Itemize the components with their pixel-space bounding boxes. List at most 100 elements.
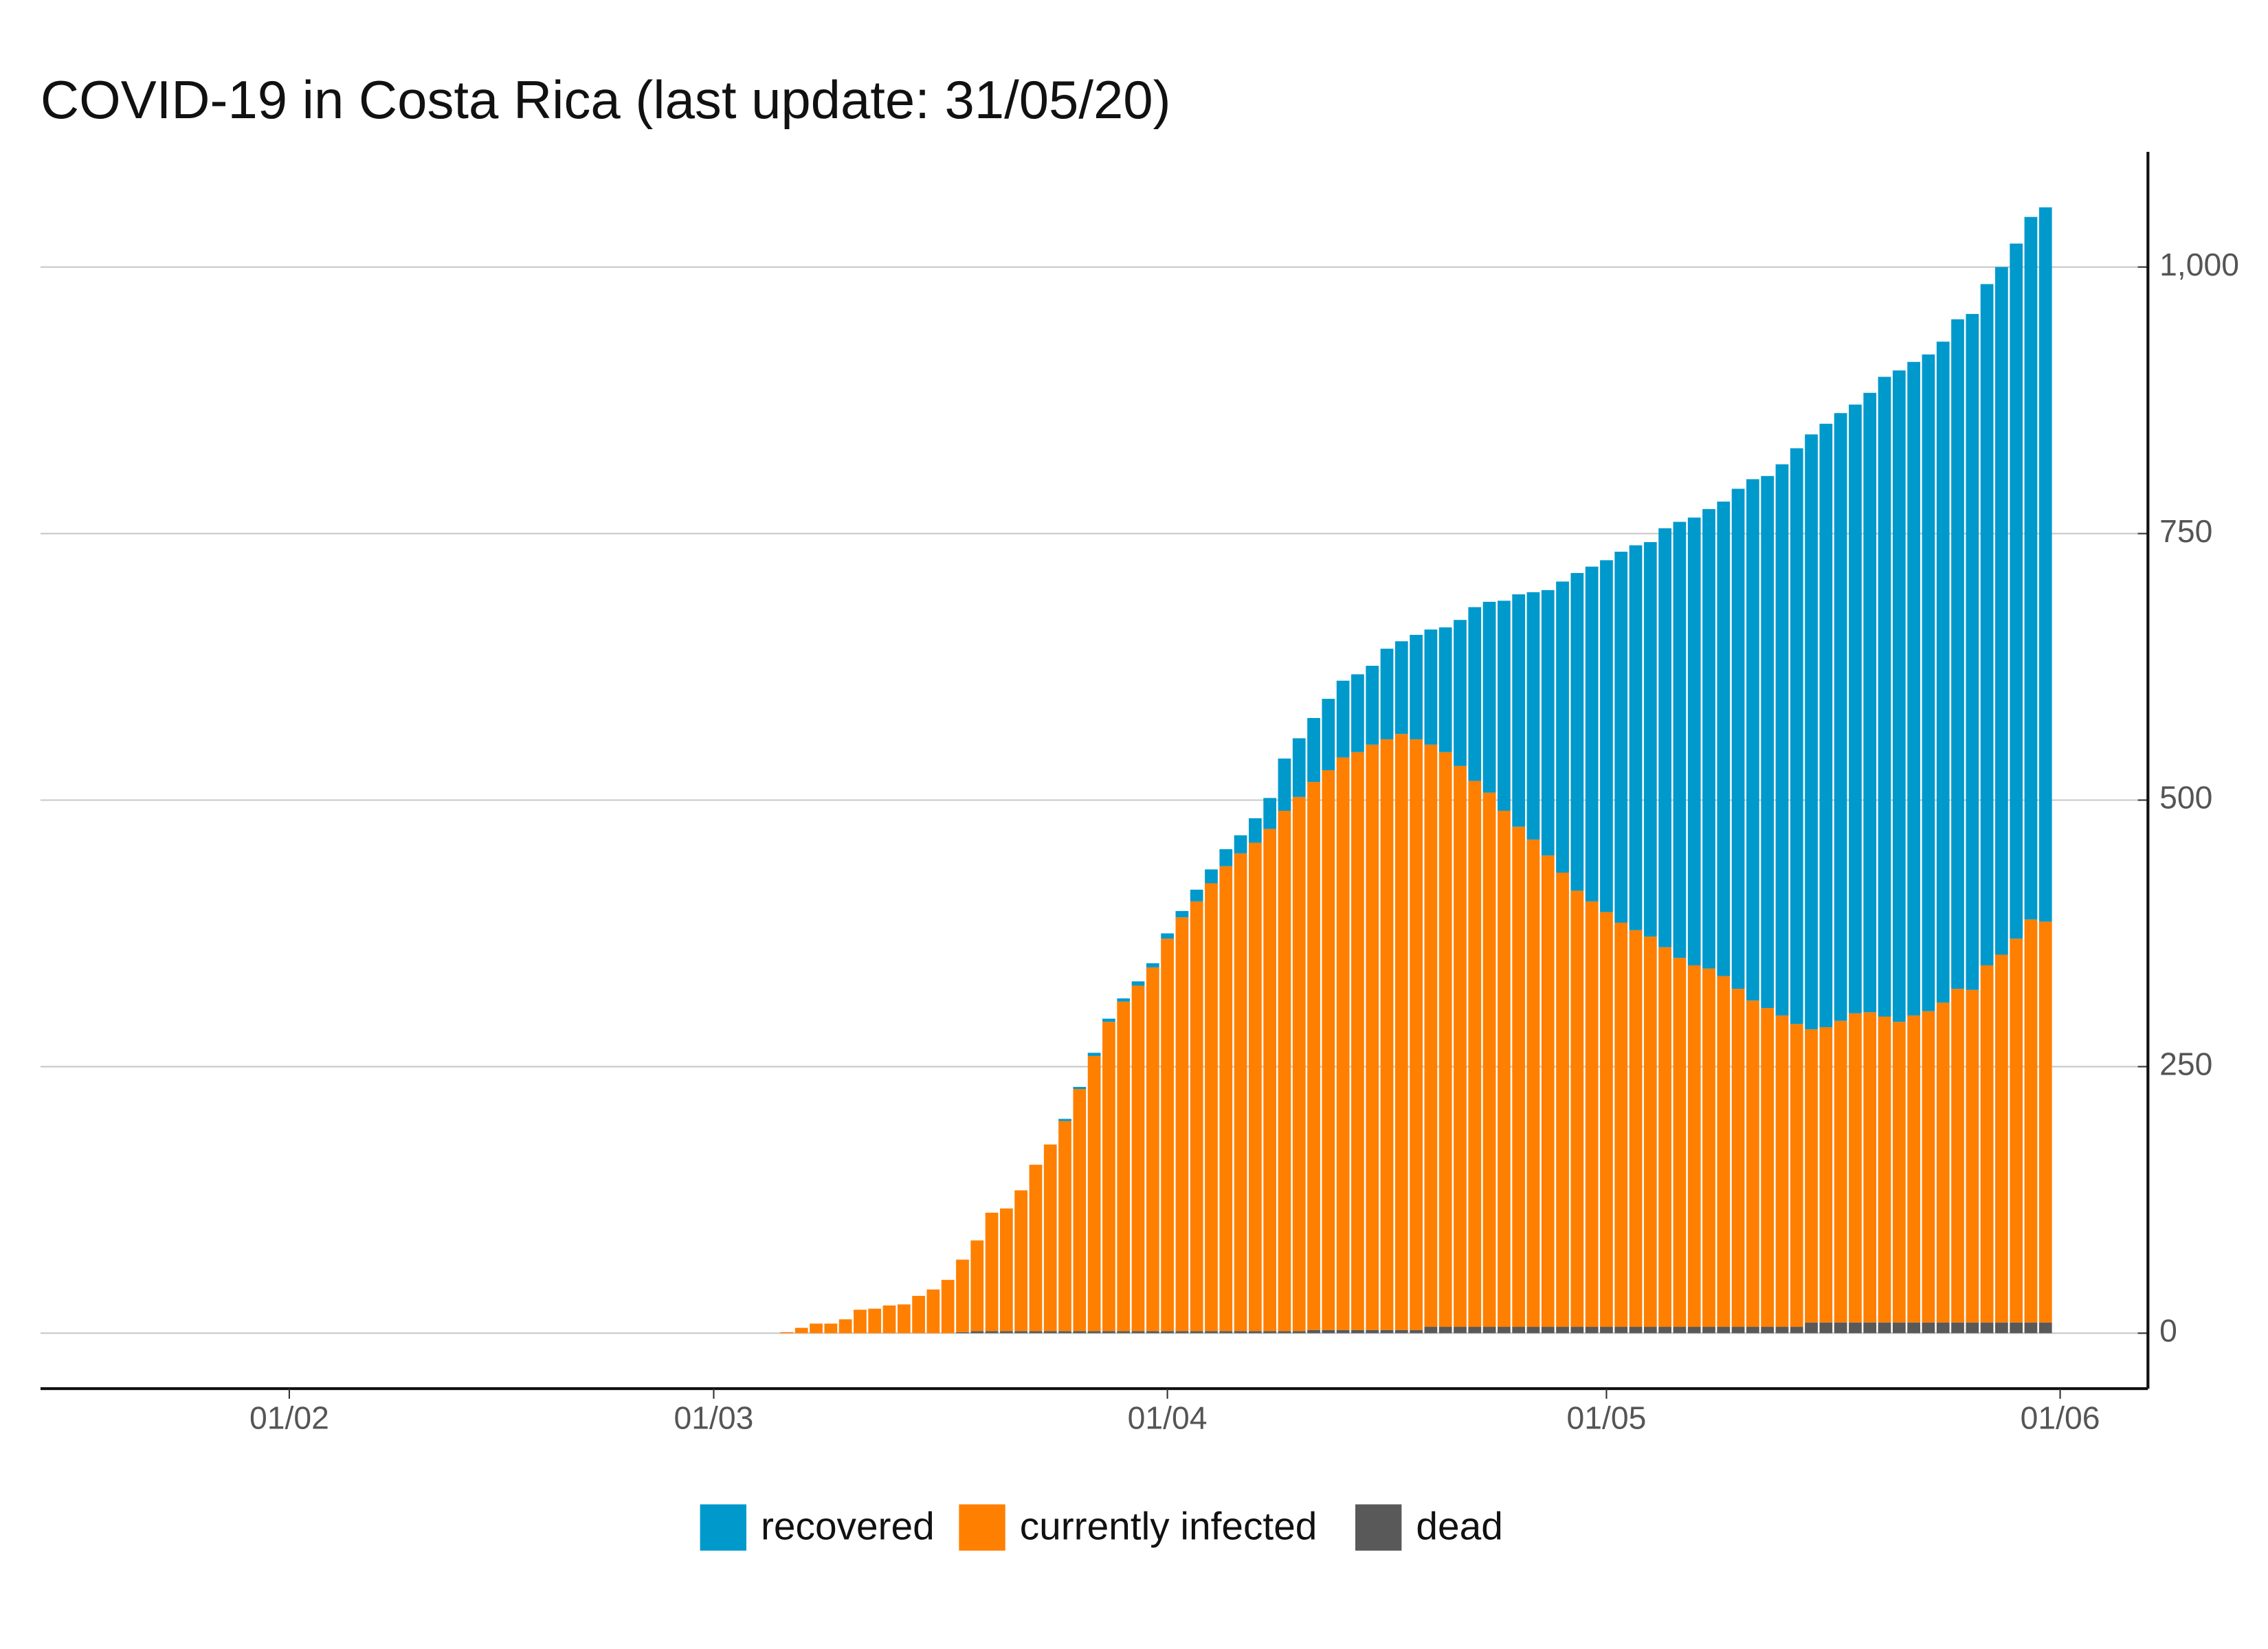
bar-segment: [1234, 853, 1247, 1332]
bar-segment: [1892, 370, 1906, 1022]
bar-segment: [1805, 1322, 1818, 1334]
bar-segment: [1936, 1322, 1950, 1334]
bar-segment: [1029, 1165, 1043, 1332]
bar-segment: [1570, 1327, 1584, 1334]
bar-segment: [1497, 1327, 1511, 1334]
bar-segment: [1746, 1000, 1759, 1327]
bar-segment: [1117, 1331, 1131, 1334]
bar-segment: [1394, 1330, 1408, 1334]
bar-segment: [1731, 989, 1745, 1327]
bar-segment: [1643, 936, 1657, 1327]
bar-segment: [1673, 1327, 1687, 1334]
bar-segment: [780, 1332, 794, 1334]
bar-segment: [1878, 1016, 1891, 1323]
bar-segment: [1526, 592, 1540, 840]
bar-segment: [1131, 1331, 1145, 1334]
bar-segment: [1761, 1327, 1775, 1334]
bar-segment: [1468, 1327, 1482, 1334]
bar-segment: [1819, 1322, 1833, 1334]
bar-segment: [1731, 489, 1745, 989]
bar-segment: [1410, 739, 1423, 1330]
bar-segment: [1995, 1322, 2008, 1334]
bar-segment: [1029, 1331, 1043, 1334]
bar-segment: [1454, 1327, 1467, 1334]
y-tick-label: 1,000: [2159, 247, 2239, 282]
bar-segment: [2024, 216, 2038, 920]
bar-segment: [1980, 1322, 1994, 1334]
bar-segment: [1834, 1322, 1847, 1334]
bar-segment: [1292, 796, 1306, 1332]
bar-segment: [1980, 284, 1994, 966]
bar-segment: [1643, 1327, 1657, 1334]
bar-segment: [1702, 968, 1715, 1327]
bar-segment: [1424, 1327, 1438, 1334]
bar-segment: [1775, 464, 1789, 1016]
bar-segment: [1307, 1330, 1320, 1334]
bar-segment: [1556, 873, 1569, 1327]
bar-segment: [1175, 917, 1189, 1332]
bar-segment: [1175, 910, 1189, 918]
bar-segment: [970, 1331, 984, 1334]
bar-segment: [1322, 1330, 1335, 1334]
bar-segment: [1073, 1086, 1087, 1090]
bar-segment: [1643, 541, 1657, 937]
bar-segment: [1849, 404, 1862, 1013]
bar-segment: [1541, 1327, 1555, 1334]
bar-segment: [1834, 413, 1847, 1021]
bar-segment: [1497, 601, 1511, 811]
bar-segment: [1219, 866, 1233, 1332]
bar-segment: [1263, 798, 1277, 829]
bar-segment: [1746, 1327, 1759, 1334]
bar-segment: [1468, 781, 1482, 1327]
bar-segment: [1292, 1331, 1306, 1334]
bar-segment: [1058, 1121, 1071, 1332]
bar-segment: [897, 1304, 911, 1334]
bar-segment: [1863, 392, 1877, 1013]
legend-swatch: [959, 1504, 1005, 1551]
bar-segment: [810, 1323, 823, 1334]
bar-segment: [1482, 601, 1496, 793]
bar-segment: [1849, 1013, 1862, 1323]
bar-segment: [1307, 782, 1320, 1330]
bar-segment: [1936, 1002, 1950, 1323]
bar-segment: [1380, 1330, 1394, 1334]
bar-segment: [1995, 267, 2008, 955]
bar-segment: [854, 1310, 867, 1334]
legend-swatch: [700, 1504, 746, 1551]
bar-segment: [1687, 965, 1701, 1327]
bar-segment: [1205, 1331, 1218, 1334]
bar-segment: [1380, 739, 1394, 1330]
bar-segment: [1131, 981, 1145, 986]
bar-segment: [1410, 634, 1423, 740]
bar-segment: [1966, 1322, 1979, 1334]
bar-segment: [1073, 1089, 1087, 1332]
bar-segment: [1907, 1015, 1920, 1323]
bar-segment: [1556, 1327, 1569, 1334]
bar-segment: [1454, 620, 1467, 766]
bar-segment: [1512, 594, 1526, 827]
bar-segment: [956, 1259, 969, 1332]
bar-segment: [1102, 1018, 1115, 1022]
bar-segment: [1512, 1327, 1526, 1334]
bar-segment: [1161, 939, 1174, 1332]
chart-title: COVID-19 in Costa Rica (last update: 31/…: [41, 69, 1171, 130]
bar-segment: [1951, 989, 1964, 1323]
bar-segment: [1205, 883, 1218, 1332]
bar-segment: [1380, 649, 1394, 740]
bar-segment: [1205, 869, 1218, 884]
bar-segment: [1878, 1322, 1891, 1334]
bar-segment: [2038, 207, 2052, 922]
bar-segment: [1775, 1327, 1789, 1334]
bar-segment: [1526, 1327, 1540, 1334]
bar-segment: [1658, 1327, 1671, 1334]
bar-segment: [1761, 475, 1775, 1009]
bar-segment: [1278, 1331, 1291, 1334]
legend-label: currently infected: [1020, 1505, 1318, 1548]
bar-segment: [912, 1296, 925, 1334]
bar-segment: [1322, 699, 1335, 771]
bar-segment: [882, 1305, 896, 1334]
bar-segment: [1219, 1331, 1233, 1334]
bar-segment: [1658, 947, 1671, 1327]
bar-segment: [1322, 770, 1335, 1330]
